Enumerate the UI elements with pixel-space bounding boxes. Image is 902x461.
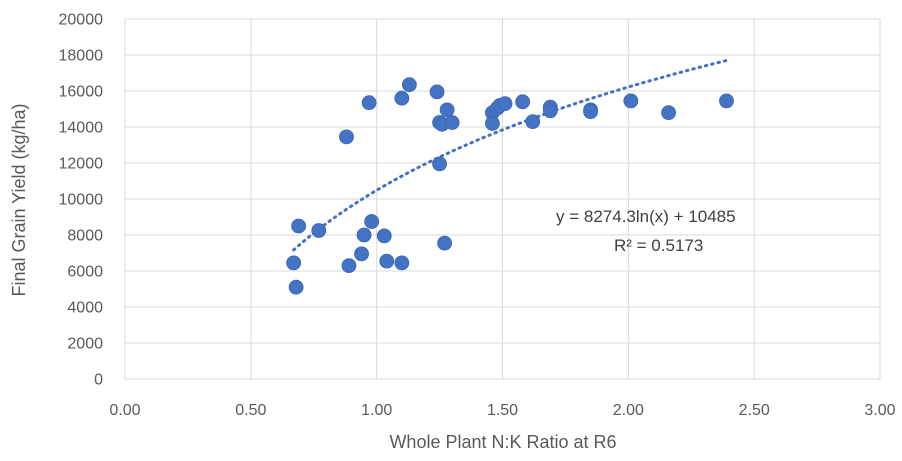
log-trendline (292, 59, 728, 252)
x-axis-tick-labels: 0.00 0.50 1.00 1.50 2.00 2.50 3.00 (109, 402, 895, 419)
data-point (623, 93, 639, 109)
data-point (401, 77, 417, 93)
data-point (542, 103, 558, 119)
y-tick-label: 0 (94, 372, 103, 389)
y-tick-label: 12000 (59, 156, 104, 173)
y-axis-tick-labels: 0 2000 4000 6000 8000 10000 12000 14000 16000 180… (59, 12, 104, 389)
r-squared-label: R² = 0.5173 (614, 236, 703, 255)
data-point (444, 115, 460, 130)
x-tick-label: 1.00 (361, 402, 392, 419)
data-point (379, 253, 395, 269)
y-tick-label: 14000 (59, 120, 104, 137)
data-point (439, 102, 455, 118)
data-point (515, 94, 531, 110)
plot-area-border (124, 18, 881, 380)
data-point (525, 114, 541, 129)
y-tick-label: 16000 (59, 84, 104, 101)
data-point (286, 255, 302, 271)
x-tick-label: 0.00 (109, 402, 140, 419)
data-point (394, 255, 410, 271)
data-point (497, 96, 513, 111)
y-tick-label: 10000 (59, 192, 104, 209)
gridlines (124, 18, 881, 380)
data-point (354, 246, 369, 262)
x-tick-label: 1.50 (487, 402, 518, 419)
x-tick-label: 0.50 (235, 402, 266, 419)
y-tick-label: 6000 (67, 264, 103, 281)
data-point (291, 218, 307, 234)
data-point (485, 116, 500, 131)
y-tick-label: 18000 (59, 48, 104, 65)
data-point (311, 223, 327, 238)
data-point (341, 258, 357, 274)
x-axis-title: Whole Plant N:K Ratio at R6 (389, 432, 616, 452)
data-point (339, 129, 354, 145)
data-point (583, 104, 598, 120)
data-point (356, 227, 372, 243)
data-point (661, 105, 676, 120)
data-point (364, 214, 380, 229)
y-tick-label: 2000 (67, 336, 103, 353)
trendline-equation: y = 8274.3ln(x) + 10485 (556, 207, 736, 226)
y-tick-label: 20000 (59, 12, 104, 29)
data-point (719, 93, 734, 109)
data-point (437, 235, 453, 251)
y-tick-label: 8000 (67, 228, 103, 245)
y-tick-label: 4000 (67, 300, 103, 317)
data-point (288, 279, 304, 295)
data-point (376, 228, 392, 244)
data-point (432, 156, 447, 172)
data-point (361, 95, 377, 111)
x-tick-label: 3.00 (864, 402, 895, 419)
y-axis-title: Final Grain Yield (kg/ha) (9, 103, 29, 296)
x-tick-label: 2.00 (613, 402, 644, 419)
data-points (286, 77, 734, 295)
data-point (394, 90, 410, 106)
data-point (429, 84, 445, 100)
x-tick-label: 2.50 (739, 402, 770, 419)
